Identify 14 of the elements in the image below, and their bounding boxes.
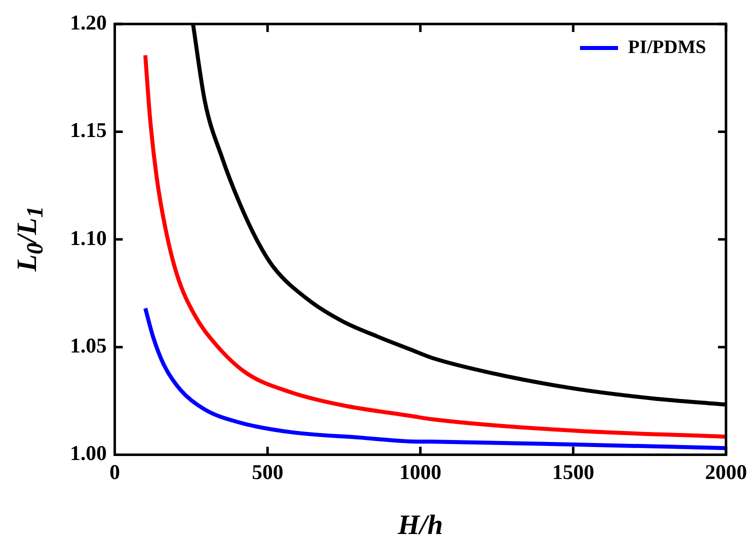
y-tick-label: 1.00	[70, 441, 107, 466]
legend-label: PI/PDMS	[628, 36, 706, 58]
y-tick-label: 1.10	[70, 226, 107, 250]
y-tick-label: 1.15	[70, 118, 107, 142]
y-tick-label: 1.05	[70, 334, 107, 358]
x-axis-title: H/h	[398, 510, 444, 542]
line-series	[143, 306, 726, 450]
line-series	[143, 53, 726, 439]
x-tick-label: 1000	[399, 460, 442, 484]
x-tick-label: 2000	[705, 460, 747, 484]
x-tick-label: 500	[252, 460, 284, 484]
x-tick-label: 1500	[552, 460, 594, 484]
y-tick-label: 1.20	[70, 10, 107, 34]
x-tick-label: 0	[110, 460, 120, 484]
